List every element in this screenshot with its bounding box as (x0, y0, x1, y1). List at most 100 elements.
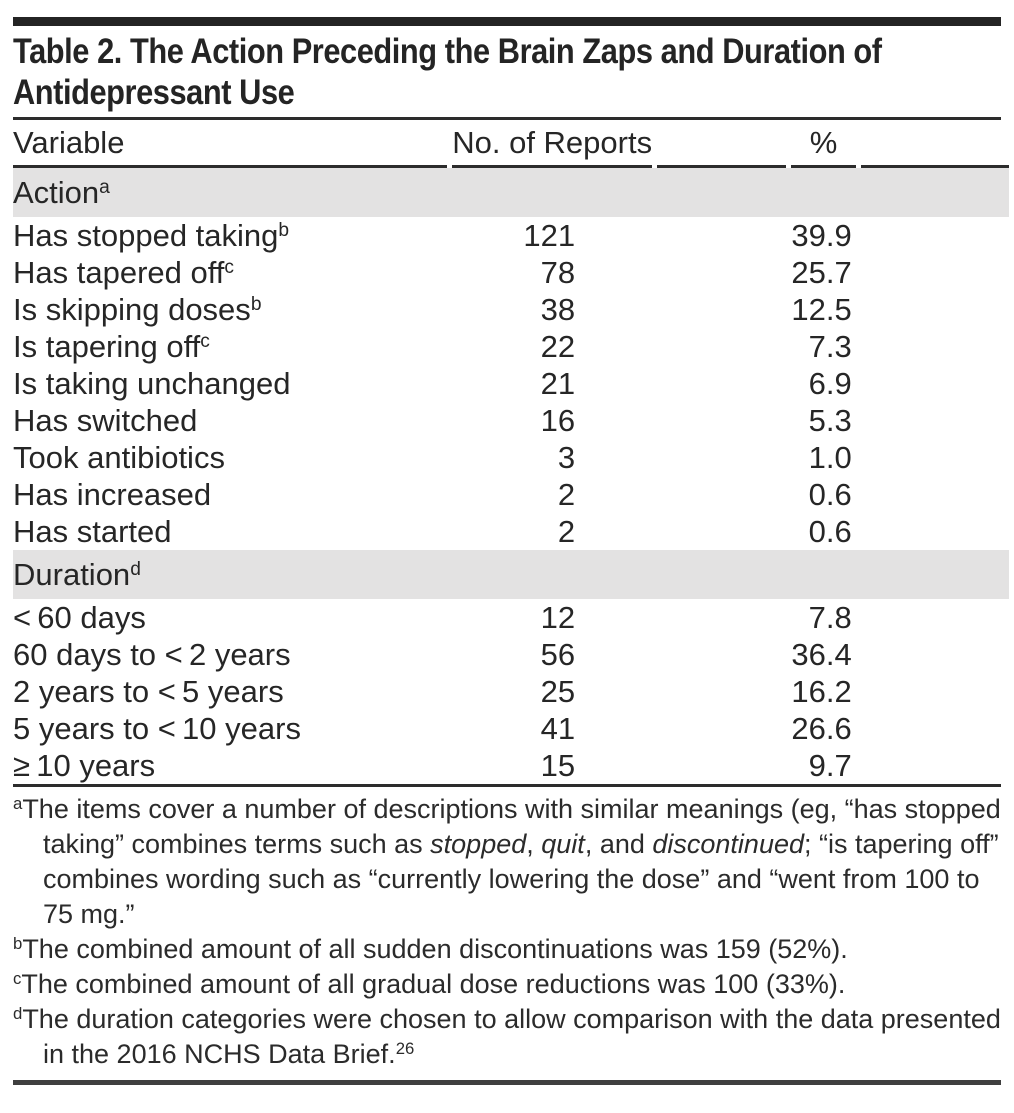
row-spacer (861, 710, 1009, 747)
row-reports: 12 (540, 600, 576, 635)
row-pct: 5.3 (808, 403, 852, 438)
col-header-spacer-2 (860, 120, 1009, 168)
row-spacer (657, 476, 786, 513)
row-spacer (657, 291, 786, 328)
row-spacer (657, 513, 786, 550)
col-header-variable: Variable (13, 120, 448, 168)
table-row: Has increased 2 0.6 (13, 476, 1009, 513)
section-header-duration: Durationd (13, 550, 1009, 599)
row-reports: 3 (557, 440, 576, 475)
row-reports: 16 (540, 403, 576, 438)
row-pct: 0.6 (808, 514, 852, 549)
row-pct: 12.5 (791, 292, 852, 327)
row-spacer (657, 710, 786, 747)
row-pct: 7.8 (808, 600, 852, 635)
footnote-marker: c (200, 331, 210, 353)
row-reports: 2 (557, 477, 576, 512)
row-spacer (861, 291, 1009, 328)
table-row: ≥ 10 years 15 9.7 (13, 747, 1009, 784)
row-variable: ≥ 10 years (13, 748, 156, 783)
row-variable: Has increased (13, 477, 212, 512)
row-spacer (657, 439, 786, 476)
top-rule (13, 17, 1001, 26)
row-spacer (657, 599, 786, 636)
row-spacer (861, 217, 1009, 254)
col-header-reports: No. of Reports (452, 120, 653, 168)
column-header-row: Variable No. of Reports % (13, 120, 1009, 168)
row-spacer (657, 673, 786, 710)
row-spacer (657, 217, 786, 254)
footnote-d: dThe duration categories were chosen to … (13, 1004, 1001, 1069)
table-row: Has started 2 0.6 (13, 513, 1009, 550)
row-reports: 78 (540, 255, 576, 290)
row-spacer (657, 402, 786, 439)
table-row: Is skipping dosesb 38 12.5 (13, 291, 1009, 328)
table-title-line-1: Table 2. The Action Preceding the Brain … (13, 32, 882, 71)
row-pct: 25.7 (791, 255, 852, 290)
italic-term: discontinued (652, 829, 804, 859)
row-variable: Took antibiotics (13, 440, 225, 475)
row-spacer (657, 747, 786, 784)
footnote-marker: d (13, 1004, 23, 1024)
row-spacer (861, 365, 1009, 402)
footnote-marker: b (250, 294, 262, 316)
row-spacer (657, 365, 786, 402)
footnote-marker: a (13, 794, 23, 814)
row-pct: 1.0 (808, 440, 852, 475)
row-pct: 39.9 (791, 218, 852, 253)
footnote-marker: d (130, 559, 141, 581)
row-variable: Is tapering offc (13, 329, 210, 364)
table-row: 60 days to < 2 years 56 36.4 (13, 636, 1009, 673)
row-variable: 2 years to < 5 years (13, 674, 284, 709)
table-row: Has switched 16 5.3 (13, 402, 1009, 439)
data-table: Variable No. of Reports % Actiona Has sto… (8, 120, 1014, 784)
col-header-pct: % (791, 120, 856, 168)
table-row: Is taking unchanged 21 6.9 (13, 365, 1009, 402)
footnote-marker: a (99, 177, 110, 199)
row-spacer (861, 476, 1009, 513)
footnote-c: cThe combined amount of all gradual dose… (13, 969, 846, 999)
footnote-marker: c (13, 969, 22, 989)
row-reports: 38 (540, 292, 576, 327)
row-spacer (861, 513, 1009, 550)
italic-term: quit (541, 829, 585, 859)
row-reports: 21 (540, 366, 576, 401)
row-reports: 2 (557, 514, 576, 549)
row-variable: Has switched (13, 403, 198, 438)
section-header-action: Actiona (13, 168, 1009, 217)
row-spacer (861, 747, 1009, 784)
bottom-rule (13, 1080, 1001, 1085)
row-pct: 6.9 (808, 366, 852, 401)
table-row: Is tapering offc 22 7.3 (13, 328, 1009, 365)
row-pct: 16.2 (791, 674, 852, 709)
row-pct: 0.6 (808, 477, 852, 512)
section-label: Durationd (13, 550, 1009, 599)
row-spacer (861, 254, 1009, 291)
italic-term: stopped (430, 829, 527, 859)
table-row: < 60 days 12 7.8 (13, 599, 1009, 636)
row-variable: Has tapered offc (13, 255, 235, 290)
row-reports: 121 (523, 218, 576, 253)
row-spacer (657, 328, 786, 365)
row-variable: Is taking unchanged (13, 366, 291, 401)
table-row: 5 years to < 10 years 41 26.6 (13, 710, 1009, 747)
row-pct: 9.7 (808, 748, 852, 783)
row-reports: 41 (540, 711, 576, 746)
footnote-marker: b (278, 220, 290, 242)
footnotes: aThe items cover a number of description… (13, 792, 1001, 1072)
row-spacer (861, 402, 1009, 439)
row-variable: Has stopped takingb (13, 218, 290, 253)
row-variable: Is skipping dosesb (13, 292, 262, 327)
row-reports: 22 (540, 329, 576, 364)
footnote-marker: b (13, 934, 23, 954)
row-spacer (657, 636, 786, 673)
table-row: Has stopped takingb 121 39.9 (13, 217, 1009, 254)
title-divider (13, 117, 1001, 120)
table-title: Table 2. The Action Preceding the Brain … (13, 31, 1001, 113)
table-bottom-divider (13, 784, 1001, 787)
footnote-marker: c (224, 257, 235, 279)
row-reports: 56 (540, 637, 576, 672)
row-variable: 60 days to < 2 years (13, 637, 291, 672)
row-spacer (861, 599, 1009, 636)
